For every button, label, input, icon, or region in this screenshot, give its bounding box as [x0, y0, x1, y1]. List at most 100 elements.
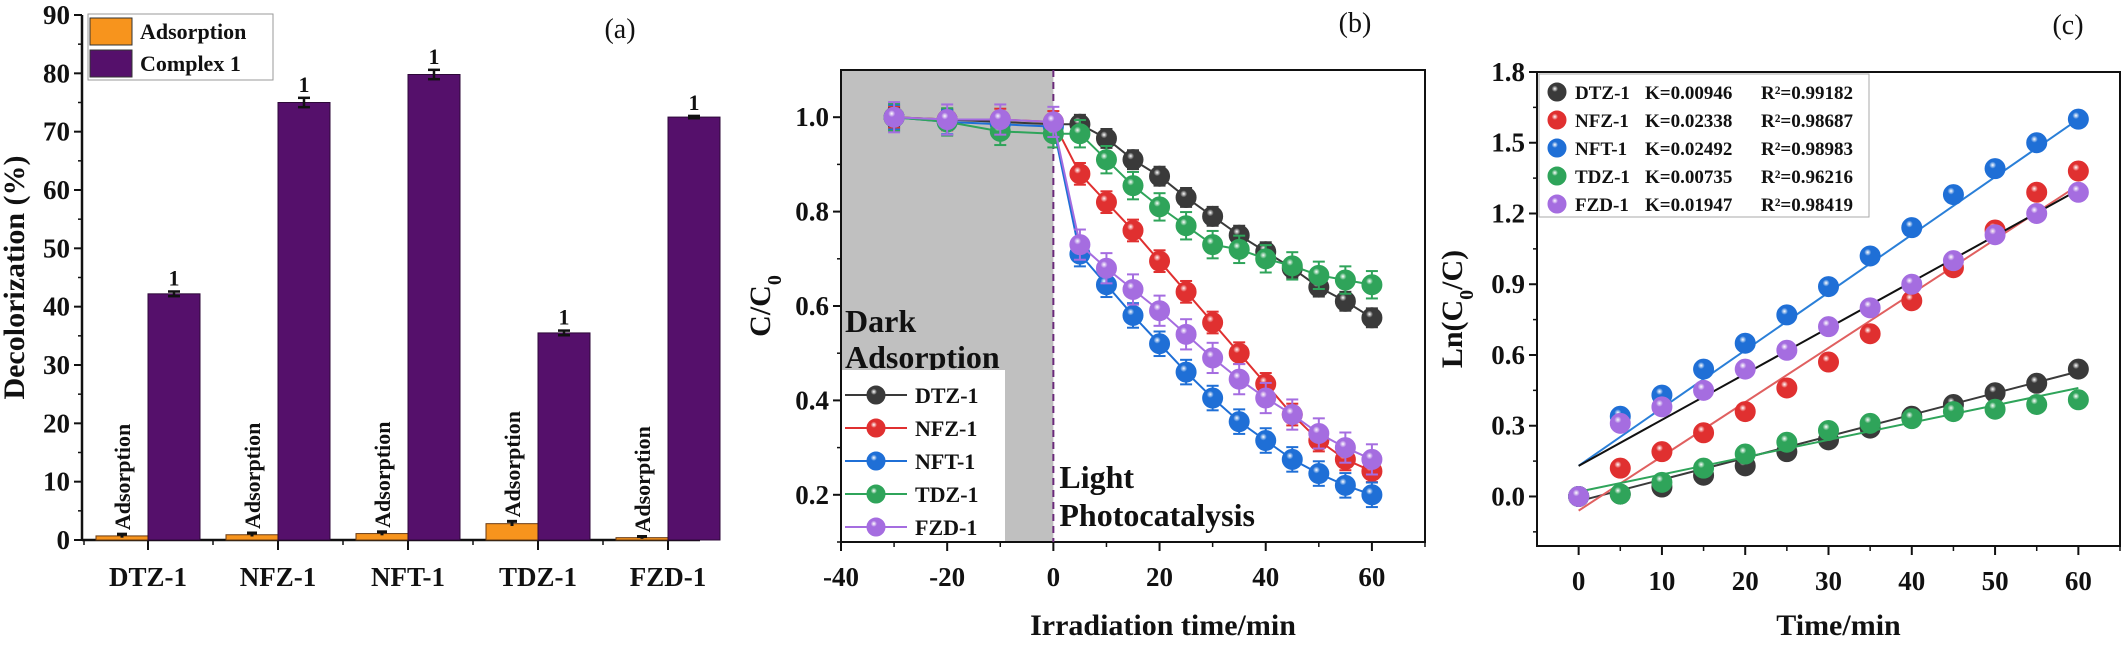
bar-complex-1 [407, 74, 461, 541]
legend-marker [866, 385, 886, 405]
data-point [1308, 264, 1330, 286]
data-point [936, 109, 958, 131]
data-point [1776, 431, 1798, 453]
legend-marker [1547, 166, 1567, 186]
legend-label: NFZ-1 [1575, 111, 1629, 132]
x-tick-label: DTZ-1 [109, 562, 187, 592]
data-point [1693, 422, 1715, 444]
legend-marker [866, 484, 886, 504]
data-point [2067, 108, 2089, 130]
x-tick-label: 30 [1815, 566, 1842, 596]
data-point [2067, 160, 2089, 182]
x-tick-label: 0 [1572, 566, 1586, 596]
y-tick-label: 50 [43, 233, 70, 263]
data-point [1308, 422, 1330, 444]
data-point [1175, 323, 1197, 345]
data-point [1122, 278, 1144, 300]
data-point [2026, 181, 2048, 203]
data-point [1175, 281, 1197, 303]
y-tick-label: 10 [43, 467, 70, 497]
data-point [1693, 358, 1715, 380]
data-point [1149, 196, 1171, 218]
data-point [989, 109, 1011, 131]
data-point [1651, 441, 1673, 463]
legend-r2-value: R²=0.99182 [1761, 83, 1853, 104]
x-tick-label: 60 [1358, 562, 1385, 592]
data-point [1901, 408, 1923, 430]
x-axis-title: Irradiation time/min [1030, 609, 1296, 642]
legend-r2-value: R²=0.98419 [1761, 195, 1853, 216]
y-tick-label: 0.3 [1491, 411, 1525, 441]
bar-label-adsorption: Adsorption [630, 426, 655, 532]
bar-label-complex-1: 1 [299, 72, 310, 97]
y-axis-title: Ln(C0/C) [1436, 250, 1478, 368]
data-point [1859, 245, 1881, 267]
data-point [1334, 474, 1356, 496]
legend-label: FZD-1 [915, 515, 977, 540]
y-axis-title: Decolorization (%) [0, 155, 31, 399]
data-point [1281, 448, 1303, 470]
data-point [1334, 269, 1356, 291]
legend-label: NFT-1 [1575, 139, 1627, 160]
x-axis-title: Time/min [1776, 609, 1901, 642]
bar-label-complex-1: 1 [689, 90, 700, 115]
data-point [2026, 202, 2048, 224]
bar-label-adsorption: Adsorption [370, 421, 395, 527]
annotation-light: Photocatalysis [1059, 497, 1255, 533]
data-point [1901, 217, 1923, 239]
data-point [1175, 361, 1197, 383]
series-line [894, 116, 1373, 286]
legend-k-value: K=0.00946 [1645, 83, 1732, 104]
annotation-light: Light [1059, 459, 1134, 495]
data-point [1818, 276, 1839, 298]
y-tick-label: 90 [43, 0, 70, 30]
series-line [894, 116, 1373, 461]
legend: DTZ-1 NFZ-1 NFT-1 TDZ-1 FZD-1 [842, 370, 1005, 541]
data-point [1901, 273, 1923, 295]
data-point [1202, 205, 1224, 227]
data-point [1693, 379, 1715, 401]
y-tick-label: 30 [43, 350, 70, 380]
legend-label: TDZ-1 [1575, 167, 1630, 188]
bar-label-complex-1: 1 [169, 266, 180, 291]
x-tick-label: 0 [1047, 562, 1061, 592]
bar-complex-1 [147, 293, 201, 541]
x-tick-label: 40 [1252, 562, 1279, 592]
legend-label: Complex 1 [140, 51, 241, 76]
panel-b: -40 -20 0 20 40 60 0.2 0.4 0.6 0.8 1.0 DarkAdsorpti… [744, 8, 1426, 642]
data-point [1942, 250, 1964, 272]
y-tick-label: 0.9 [1491, 269, 1525, 299]
data-point [1361, 448, 1383, 470]
legend-label: TDZ-1 [915, 482, 979, 507]
y-tick-label: 80 [43, 58, 70, 88]
data-point [1069, 234, 1091, 256]
legend-marker [866, 451, 886, 471]
legend-k-value: K=0.02492 [1645, 139, 1732, 160]
series-fzd-1 [1568, 181, 2089, 507]
data-point [1818, 351, 1839, 373]
data-point [1228, 238, 1250, 260]
y-tick-label: 60 [43, 175, 70, 205]
data-point [1202, 312, 1224, 334]
data-point [1149, 333, 1171, 355]
bar-complex-1 [537, 332, 591, 541]
panel-label: (a) [604, 14, 635, 45]
bar-complex-1 [667, 116, 721, 541]
data-point [1734, 358, 1756, 380]
data-point [1202, 387, 1224, 409]
data-point [1776, 304, 1798, 326]
data-point [1984, 158, 2006, 180]
panel-label: (b) [1339, 8, 1372, 39]
legend-marker [866, 517, 886, 537]
data-point [1651, 471, 1673, 493]
data-point [1776, 339, 1798, 361]
x-tick-label: 20 [1146, 562, 1173, 592]
y-tick-label: 1.0 [795, 102, 829, 132]
legend-k-value: K=0.02338 [1645, 111, 1732, 132]
data-point [883, 106, 905, 128]
data-point [1228, 411, 1250, 433]
series-line [894, 116, 1373, 496]
x-tick-label: 60 [2065, 566, 2092, 596]
bar-label-complex-1: 1 [429, 44, 440, 69]
